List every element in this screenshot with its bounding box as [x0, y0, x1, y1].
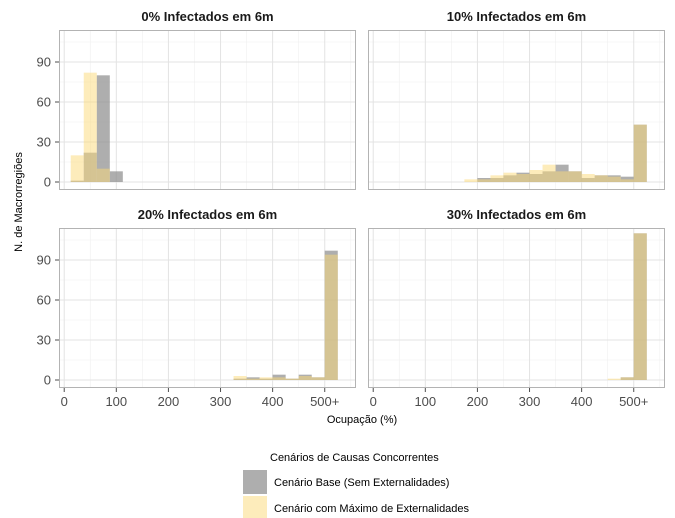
bar-externalities	[633, 233, 647, 380]
bar-base	[109, 171, 123, 182]
bar-externalities	[607, 176, 621, 182]
bar-externalities	[516, 174, 530, 182]
bar-externalities	[542, 164, 556, 182]
x-tick-label: 500+	[310, 394, 339, 409]
facet-panel-2: 10% Infectados em 6m	[368, 9, 665, 190]
bar-externalities	[464, 179, 478, 182]
y-tick-label: 90	[37, 55, 51, 70]
bar-externalities	[324, 254, 338, 380]
x-tick-label: 0	[61, 394, 68, 409]
x-tick-label: 400	[571, 394, 593, 409]
facet-panels: 0% Infectados em 6m 0 30 60 90 10% Infectados…	[37, 9, 665, 409]
y-tick-label: 0	[44, 373, 51, 388]
facet-panel-4: 30% Infectados em 6m 0 100 200 300 400 500+	[368, 207, 665, 409]
bar-externalities	[594, 175, 608, 182]
bar-externalities	[83, 72, 97, 182]
bar-externalities	[272, 377, 286, 380]
bar-externalities	[581, 174, 595, 182]
bar-externalities	[233, 376, 247, 380]
facet-title: 10% Infectados em 6m	[447, 9, 586, 24]
bar-externalities	[555, 171, 569, 182]
bar-base	[272, 374, 286, 380]
legend-swatch-base	[243, 470, 267, 494]
bar-externalities	[620, 179, 634, 182]
y-tick-label: 60	[37, 293, 51, 308]
panel-border	[59, 228, 356, 388]
legend-label-base: Cenário Base (Sem Externalidades)	[274, 477, 449, 489]
bar-externalities	[96, 168, 110, 182]
facet-panel-3: 20% Infectados em 6m 0 30 60 90 0 100 200 300 400…	[37, 207, 356, 409]
bar-base	[96, 75, 110, 182]
x-axis-title: Ocupação (%)	[327, 414, 397, 426]
panel-background	[368, 228, 665, 388]
bar-externalities	[620, 377, 634, 380]
y-tick-label: 30	[37, 333, 51, 348]
y-axis-title: N. de Macrorregiões	[13, 152, 25, 252]
bar-externalities	[285, 378, 299, 380]
facet-panel-1: 0% Infectados em 6m 0 30 60 90	[37, 9, 356, 190]
panel-background	[59, 228, 356, 388]
bar-externalities	[633, 124, 647, 182]
x-tick-label: 100	[105, 394, 127, 409]
legend-title: Cenários de Causas Concorrentes	[270, 452, 439, 464]
legend-swatch-externalities	[243, 496, 267, 518]
bar-externalities	[477, 179, 491, 182]
panel-border	[368, 228, 665, 388]
legend: Cenários de Causas Concorrentes Cenário …	[243, 452, 470, 518]
bar-externalities	[70, 155, 84, 182]
y-tick-label: 90	[37, 253, 51, 268]
x-tick-label: 200	[158, 394, 180, 409]
facet-title: 0% Infectados em 6m	[141, 9, 273, 24]
legend-label-externalities: Cenário com Máximo de Externalidades	[274, 503, 470, 515]
panel-border	[59, 30, 356, 190]
x-tick-label: 100	[414, 394, 436, 409]
x-tick-label: 300	[210, 394, 232, 409]
panel-border	[368, 30, 665, 190]
bar-externalities	[298, 376, 312, 380]
bar-externalities	[568, 171, 582, 182]
facet-title: 20% Infectados em 6m	[138, 207, 277, 222]
bar-externalities	[607, 378, 621, 380]
x-tick-label: 200	[467, 394, 489, 409]
bar-externalities	[259, 377, 273, 380]
x-tick-label: 300	[519, 394, 541, 409]
y-tick-label: 30	[37, 135, 51, 150]
bar-externalities	[311, 377, 325, 380]
facet-title: 30% Infectados em 6m	[447, 207, 586, 222]
y-tick-label: 60	[37, 95, 51, 110]
x-tick-label: 500+	[619, 394, 648, 409]
panel-background	[368, 30, 665, 190]
bar-externalities	[503, 172, 517, 182]
bar-externalities	[246, 378, 260, 380]
bar-externalities	[529, 170, 543, 182]
bar-externalities	[490, 175, 504, 182]
x-tick-label: 400	[262, 394, 284, 409]
x-tick-label: 0	[370, 394, 377, 409]
y-tick-label: 0	[44, 175, 51, 190]
